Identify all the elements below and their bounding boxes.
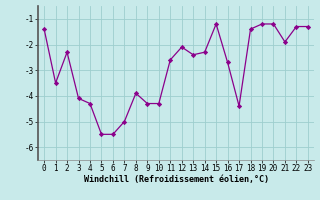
X-axis label: Windchill (Refroidissement éolien,°C): Windchill (Refroidissement éolien,°C) bbox=[84, 175, 268, 184]
